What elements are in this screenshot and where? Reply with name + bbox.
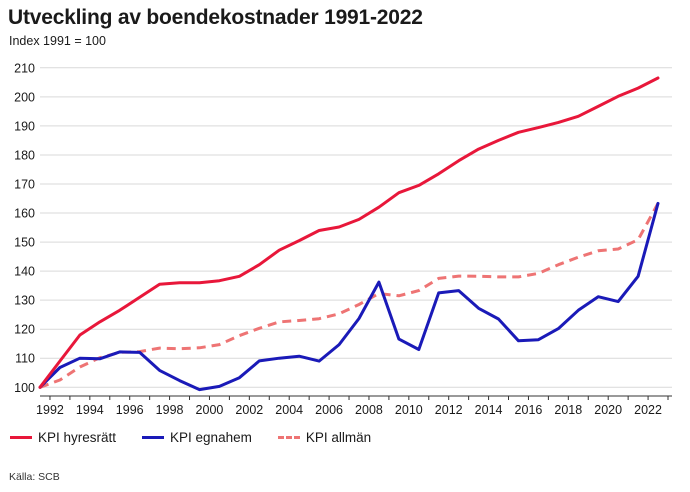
line-chart: 100 110 120 130 140 150 160 170 180 190 200 210 199…: [14, 61, 672, 417]
source-note: Källa: SCB: [9, 471, 60, 483]
y-tick-label: 210: [14, 61, 35, 75]
chart-subtitle: Index 1991 = 100: [9, 34, 106, 48]
x-tick-label: 1996: [116, 403, 144, 417]
x-tick-label: 2000: [196, 403, 224, 417]
x-tick-label: 2014: [475, 403, 503, 417]
legend-label: KPI egnahem: [170, 430, 252, 445]
series-line-2: [38, 201, 660, 392]
y-tick-label: 140: [14, 265, 35, 279]
legend-label: KPI allmän: [305, 430, 372, 445]
x-tick-label: 1994: [76, 403, 104, 417]
x-tick-label: 2016: [515, 403, 543, 417]
y-tick-label: 130: [14, 294, 35, 308]
x-tick-label: 1992: [36, 403, 64, 417]
chart-title: Utveckling av boendekostnader 1991-2022: [8, 6, 423, 29]
y-tick-label: 160: [14, 207, 35, 221]
legend-item-2: KPI egnahem: [142, 430, 252, 445]
data-series: [38, 76, 660, 392]
x-tick-label: 2018: [554, 403, 582, 417]
y-tick-label: 100: [14, 381, 35, 395]
y-tick-label: 180: [14, 148, 35, 162]
series-line-3: [39, 202, 660, 389]
y-axis-tick-labels: 100 110 120 130 140 150 160 170 180 190 200 210: [14, 61, 35, 394]
x-axis: 1992 1994 1996 1998 2000 2002 2004 2006 2008 2010…: [36, 395, 672, 417]
x-tick-label: 2008: [355, 403, 383, 417]
x-tick-label: 2002: [235, 403, 263, 417]
y-tick-label: 120: [14, 323, 35, 337]
legend-item-3: KPI allmän: [277, 430, 372, 445]
legend-swatch: [10, 436, 32, 439]
legend-item-1: KPI hyresrätt: [10, 430, 116, 445]
y-tick-label: 110: [15, 352, 35, 366]
y-tick-label: 200: [14, 90, 35, 104]
y-tick-label: 190: [14, 119, 35, 133]
x-tick-label: 1998: [156, 403, 184, 417]
x-tick-label: 2020: [594, 403, 622, 417]
legend-swatch: [277, 436, 300, 439]
x-tick-label: 2012: [435, 403, 463, 417]
legend: KPI hyresrätt KPI egnahem KPI allmän: [10, 430, 397, 445]
x-tick-label: 2006: [315, 403, 343, 417]
x-tick-label: 2010: [395, 403, 423, 417]
legend-swatch: [142, 436, 165, 439]
x-tick-label: 2022: [634, 403, 662, 417]
x-tick-label: 2004: [275, 403, 303, 417]
y-tick-label: 170: [14, 177, 35, 191]
legend-label: KPI hyresrätt: [38, 430, 117, 445]
series-line-1: [38, 76, 660, 389]
y-tick-label: 150: [14, 236, 35, 250]
